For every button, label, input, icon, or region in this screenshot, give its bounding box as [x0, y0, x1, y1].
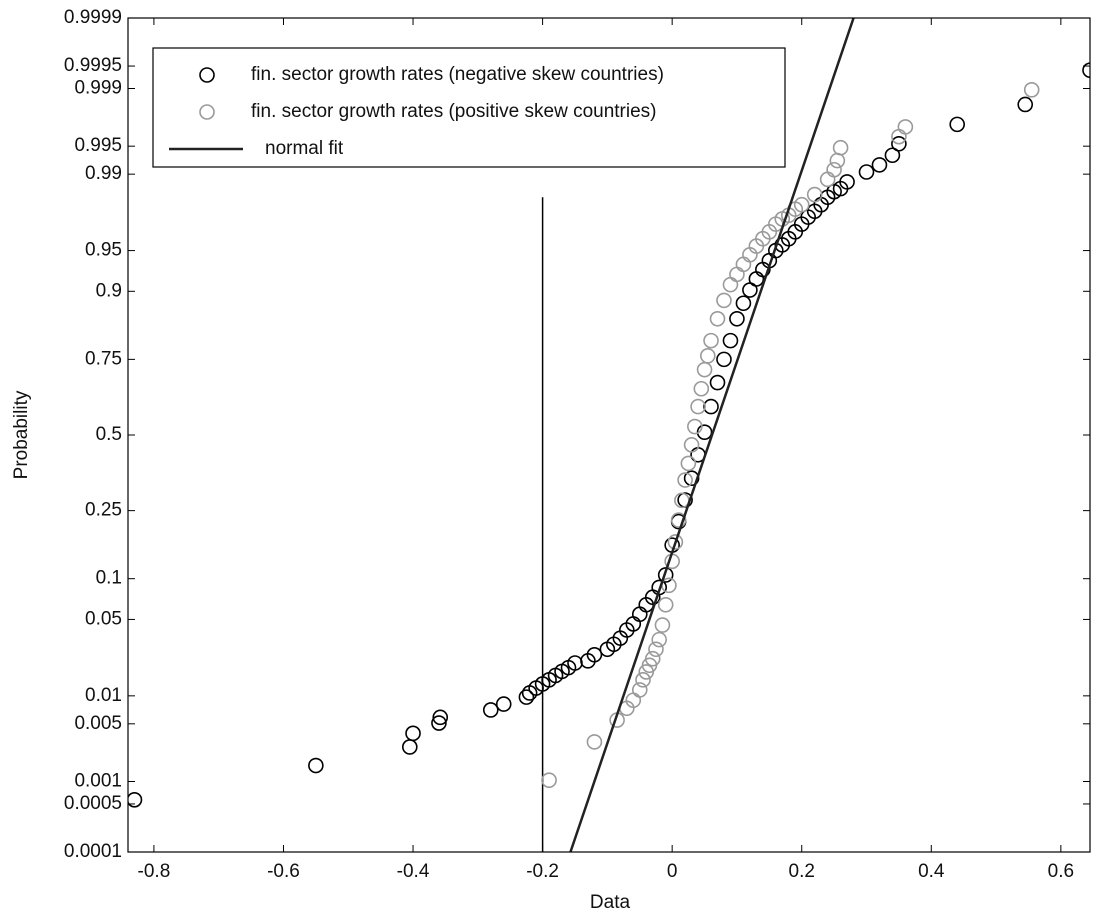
y-tick-label: 0.95: [85, 240, 122, 261]
data-point: [806, 186, 823, 203]
x-tick-label: 0.2: [789, 861, 815, 882]
y-tick-label: 0.05: [85, 608, 122, 629]
data-point: [729, 310, 745, 327]
data-point: [654, 617, 671, 633]
y-axis-label: Probability: [11, 390, 32, 479]
y-tick-label: 0.0001: [64, 841, 122, 862]
legend-marker: [199, 67, 215, 83]
x-tick-label: -0.8: [138, 861, 171, 882]
legend-label: normal fit: [265, 138, 344, 159]
data-point: [729, 266, 745, 283]
data-point: [871, 157, 888, 173]
data-point: [716, 292, 732, 309]
y-tick-label: 0.995: [74, 135, 122, 156]
legend-label: fin. sector growth rates (positive skew …: [251, 101, 657, 122]
data-point: [1017, 96, 1034, 113]
x-tick-label: 0: [667, 861, 678, 882]
data-point: [703, 398, 719, 415]
data-point: [651, 631, 668, 648]
data-point: [667, 534, 684, 550]
data-point: [716, 351, 732, 368]
y-tick-label: 0.99: [85, 163, 122, 184]
data-point: [709, 374, 726, 391]
data-point: [586, 734, 603, 750]
y-tick-label: 0.005: [74, 713, 122, 734]
y-tick-label: 0.01: [85, 685, 122, 706]
fit-line: [569, 18, 855, 852]
x-tick-label: -0.2: [526, 861, 559, 882]
data-point: [687, 418, 703, 435]
y-tick-label: 0.9: [96, 280, 122, 301]
data-point: [722, 276, 739, 293]
data-point: [432, 709, 449, 726]
data-point: [891, 135, 907, 152]
x-axis-label: Data: [590, 892, 631, 913]
data-point: [431, 715, 447, 731]
x-tick-label: -0.6: [267, 861, 300, 882]
data-point: [648, 641, 664, 658]
data-point: [1082, 62, 1090, 78]
data-point: [832, 139, 849, 156]
legend-marker: [199, 104, 215, 120]
legend-label: fin. sector growth rates (negative skew …: [251, 64, 664, 85]
data-point: [703, 332, 719, 349]
legend-box: [152, 47, 786, 168]
data-point: [949, 116, 965, 133]
data-point: [826, 161, 842, 178]
y-tick-label: 0.25: [85, 500, 122, 521]
y-tick-label: 0.9999: [64, 7, 122, 28]
data-point: [635, 672, 651, 688]
data-point: [897, 119, 914, 135]
y-tick-label: 0.999: [74, 78, 122, 99]
data-point: [482, 702, 499, 718]
data-point: [722, 332, 739, 349]
data-point: [858, 164, 875, 180]
data-point: [677, 472, 693, 488]
x-tick-label: -0.4: [397, 861, 430, 882]
data-point: [683, 437, 700, 453]
data-point: [1023, 82, 1040, 98]
data-point: [696, 361, 713, 378]
data-point: [793, 196, 810, 213]
data-point: [690, 398, 706, 415]
data-point: [586, 646, 603, 663]
data-point: [541, 772, 557, 788]
data-point: [735, 295, 752, 312]
data-point: [401, 739, 418, 755]
data-point: [631, 682, 648, 698]
y-tick-label: 0.001: [74, 771, 122, 792]
plot-area: [128, 18, 1090, 852]
data-point: [308, 757, 324, 774]
data-point: [693, 380, 710, 397]
data-point: [644, 650, 661, 667]
data-point: [699, 348, 716, 364]
data-point: [839, 174, 855, 190]
data-point: [680, 455, 697, 472]
data-point: [709, 310, 726, 327]
x-tick-label: 0.4: [918, 861, 945, 882]
data-point: [670, 512, 687, 528]
data-point: [748, 271, 765, 287]
x-tick-label: 0.6: [1048, 861, 1074, 882]
data-point: [735, 256, 752, 273]
y-tick-label: 0.75: [85, 348, 122, 369]
y-tick-label: 0.5: [96, 424, 122, 445]
data-point: [405, 725, 421, 742]
data-point: [128, 792, 143, 808]
data-point: [674, 492, 690, 509]
plot-frame: [127, 17, 1091, 853]
data-point: [495, 696, 512, 712]
y-tick-label: 0.9995: [64, 55, 122, 76]
data-point: [631, 606, 648, 622]
data-point: [657, 596, 674, 613]
data-point: [518, 689, 535, 705]
y-tick-label: 0.1: [96, 568, 122, 589]
data-point: [819, 171, 836, 188]
y-tick-label: 0.0005: [64, 793, 122, 814]
data-point: [651, 579, 668, 596]
data-point: [829, 152, 846, 169]
data-point: [884, 147, 901, 164]
